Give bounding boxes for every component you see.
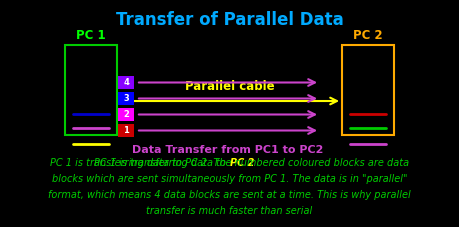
Text: PC 1 is transferring data to PC 2. The numbered coloured blocks are data: PC 1 is transferring data to PC 2. The n… [50, 158, 409, 168]
Bar [65, 45, 117, 135]
Text: 1: 1 [123, 126, 129, 135]
Bar [118, 124, 134, 137]
Text: Parallel cable: Parallel cable [185, 80, 274, 93]
Text: Transfer of Parallel Data: Transfer of Parallel Data [116, 11, 343, 29]
Text: PC 1 is transferring data to: PC 1 is transferring data to [95, 158, 230, 168]
Bar [118, 76, 134, 89]
Bar [118, 108, 134, 121]
Text: PC 2: PC 2 [230, 158, 254, 168]
Text: 3: 3 [123, 94, 129, 103]
Text: 2: 2 [123, 110, 129, 119]
Text: 4: 4 [123, 78, 129, 87]
Text: Data Transfer from PC1 to PC2: Data Transfer from PC1 to PC2 [132, 145, 324, 155]
Text: blocks which are sent simultaneously from PC 1. The data is in "parallel": blocks which are sent simultaneously fro… [52, 174, 407, 184]
Text: PC 1: PC 1 [76, 29, 106, 42]
Bar [342, 45, 394, 135]
Text: format, which means 4 data blocks are sent at a time. This is why parallel: format, which means 4 data blocks are se… [48, 190, 411, 200]
Bar [118, 92, 134, 105]
Text: transfer is much faster than serial: transfer is much faster than serial [146, 206, 313, 216]
Text: PC 2: PC 2 [353, 29, 383, 42]
